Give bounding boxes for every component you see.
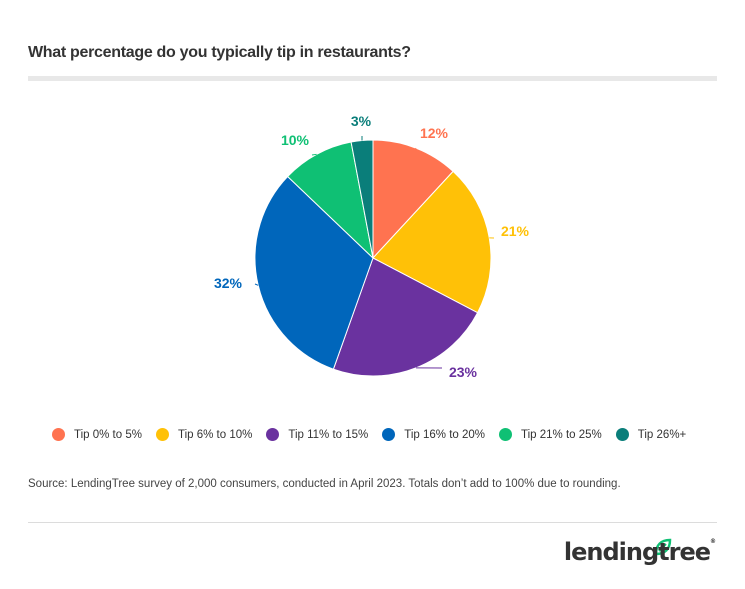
legend-item: Tip 6% to 10% — [155, 428, 253, 441]
legend-swatch-icon — [615, 428, 629, 441]
legend-label: Tip 26%+ — [637, 428, 687, 441]
legend-label: Tip 6% to 10% — [177, 428, 253, 441]
leader-line — [414, 147, 417, 151]
slice-label: 3% — [351, 113, 372, 129]
legend-label: Tip 16% to 20% — [404, 428, 486, 441]
legend-item: Tip 21% to 25% — [499, 428, 602, 441]
leader-line — [311, 153, 317, 156]
lendingtree-logo: lendingtree® — [563, 538, 716, 566]
legend-item: Tip 0% to 5% — [52, 428, 142, 441]
legend-swatch-icon — [52, 428, 65, 441]
chart-title: What percentage do you typically tip in … — [28, 44, 411, 61]
legend-item: Tip 26%+ — [615, 428, 687, 441]
pie-chart: 12% 21% 23% 32% 10% 3% — [214, 113, 530, 380]
leaf-icon — [654, 538, 672, 556]
pie-slice — [286, 141, 374, 260]
legend-swatch-icon — [499, 428, 513, 441]
legend-label: Tip 11% to 15% — [288, 428, 369, 441]
leader-line — [254, 283, 259, 286]
legend: Tip 0% to 5% Tip 6% to 10% Tip 11% to 15% T… — [52, 428, 700, 441]
legend-swatch-icon — [155, 428, 169, 441]
pie-slice — [372, 170, 492, 314]
pie-slice — [332, 257, 479, 377]
legend-label: Tip 21% to 25% — [521, 428, 602, 441]
source-note: Source: LendingTree survey of 2,000 cons… — [28, 478, 621, 490]
slice-label: 21% — [501, 223, 530, 239]
registered-mark: ® — [710, 538, 716, 545]
logo-text: lendingtree — [563, 538, 711, 566]
legend-item: Tip 11% to 15% — [266, 428, 368, 441]
legend-item: Tip 16% to 20% — [382, 428, 485, 441]
slice-label: 23% — [449, 364, 478, 380]
legend-label: Tip 0% to 5% — [74, 428, 142, 441]
title-divider — [28, 76, 717, 81]
slice-label: 10% — [281, 132, 310, 148]
slice-label: 32% — [214, 275, 243, 291]
slice-label: 12% — [420, 125, 449, 141]
legend-swatch-icon — [382, 428, 396, 441]
footer-divider — [28, 522, 717, 523]
legend-swatch-icon — [266, 428, 280, 441]
